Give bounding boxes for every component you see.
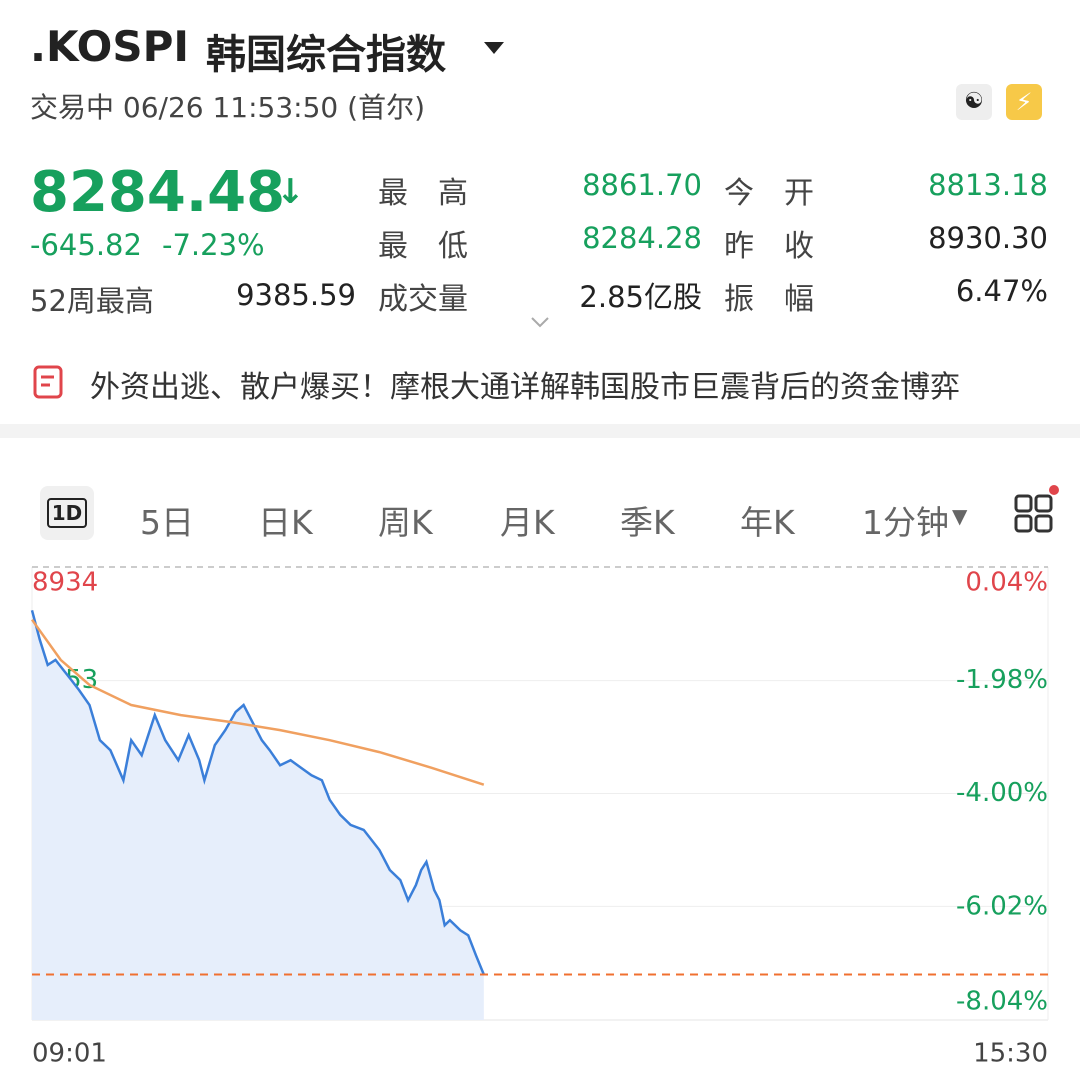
high52-label: 52周最高 (30, 284, 154, 318)
x-tick-label: 15:30 (973, 1039, 1048, 1069)
high52-value: 9385.59 (236, 278, 356, 312)
dropdown-arrow[interactable] (482, 40, 506, 56)
tab[interactable]: 日K (258, 503, 313, 542)
stat-label: 振 幅 (724, 282, 814, 317)
tab[interactable]: 5日 (140, 503, 194, 542)
stat-value: 8284.28 (582, 221, 702, 255)
tab[interactable]: 季K (620, 503, 675, 542)
y2-tick-label: 0.04% (965, 568, 1048, 598)
price: 8284.48 (30, 160, 286, 225)
symbol: .KOSPI (30, 22, 189, 71)
tab-label: 1D (46, 498, 88, 528)
stat-value: 8861.70 (582, 168, 702, 202)
divider (0, 424, 1080, 438)
stat-value: 8930.30 (928, 221, 1048, 255)
layout-icon[interactable] (1014, 484, 1060, 534)
stat-label: 最 低 (378, 229, 468, 264)
y2-tick-label: -1.98% (956, 665, 1048, 695)
intraday-chart: 893487538573839382120.04%-1.98%-4.00%-6.… (30, 566, 1049, 1069)
change-pct: -7.23% (162, 228, 265, 262)
news-headline[interactable]: 外资出逃、散户爆买！摩根大通详解韩国股市巨震背后的资金博弈 (90, 370, 960, 405)
flag-icon[interactable]: ☯ (956, 84, 992, 120)
status: 交易中 06/26 11:53:50 (首尔) (30, 91, 425, 124)
price-line (30, 609, 485, 975)
tab[interactable]: 年K (740, 503, 795, 542)
down-arrow: ↓ (276, 172, 305, 212)
tab[interactable]: 1分钟 (862, 503, 949, 542)
tab[interactable]: 周K (378, 503, 433, 542)
stat-label: 成交量 (378, 282, 468, 317)
average-line (30, 618, 485, 786)
stat-label: 今 开 (724, 176, 814, 211)
stat-label: 最 高 (378, 176, 468, 211)
stat-value: 6.47% (955, 274, 1048, 308)
stat-label: 昨 收 (724, 229, 814, 264)
tab-1d[interactable]: 1D (40, 486, 94, 540)
y2-tick-label: -4.00% (956, 778, 1048, 808)
news-icon (33, 365, 63, 399)
stat-value: 8813.18 (928, 168, 1048, 202)
y2-tick-label: -6.02% (956, 891, 1048, 921)
y-tick-label: 8934 (32, 568, 98, 598)
expand-arrow[interactable] (530, 316, 550, 328)
tab[interactable]: 月K (500, 503, 555, 542)
stat-value: 2.85亿股 (579, 280, 702, 314)
change: -645.82 (30, 228, 142, 262)
price-area (32, 610, 484, 1020)
y2-tick-label: -8.04% (956, 987, 1048, 1017)
x-tick-label: 09:01 (32, 1039, 107, 1069)
tab-arrow[interactable]: ▼ (952, 504, 968, 528)
flash-icon[interactable]: ⚡ (1006, 84, 1042, 120)
index-name[interactable]: 韩国综合指数 (206, 32, 446, 78)
